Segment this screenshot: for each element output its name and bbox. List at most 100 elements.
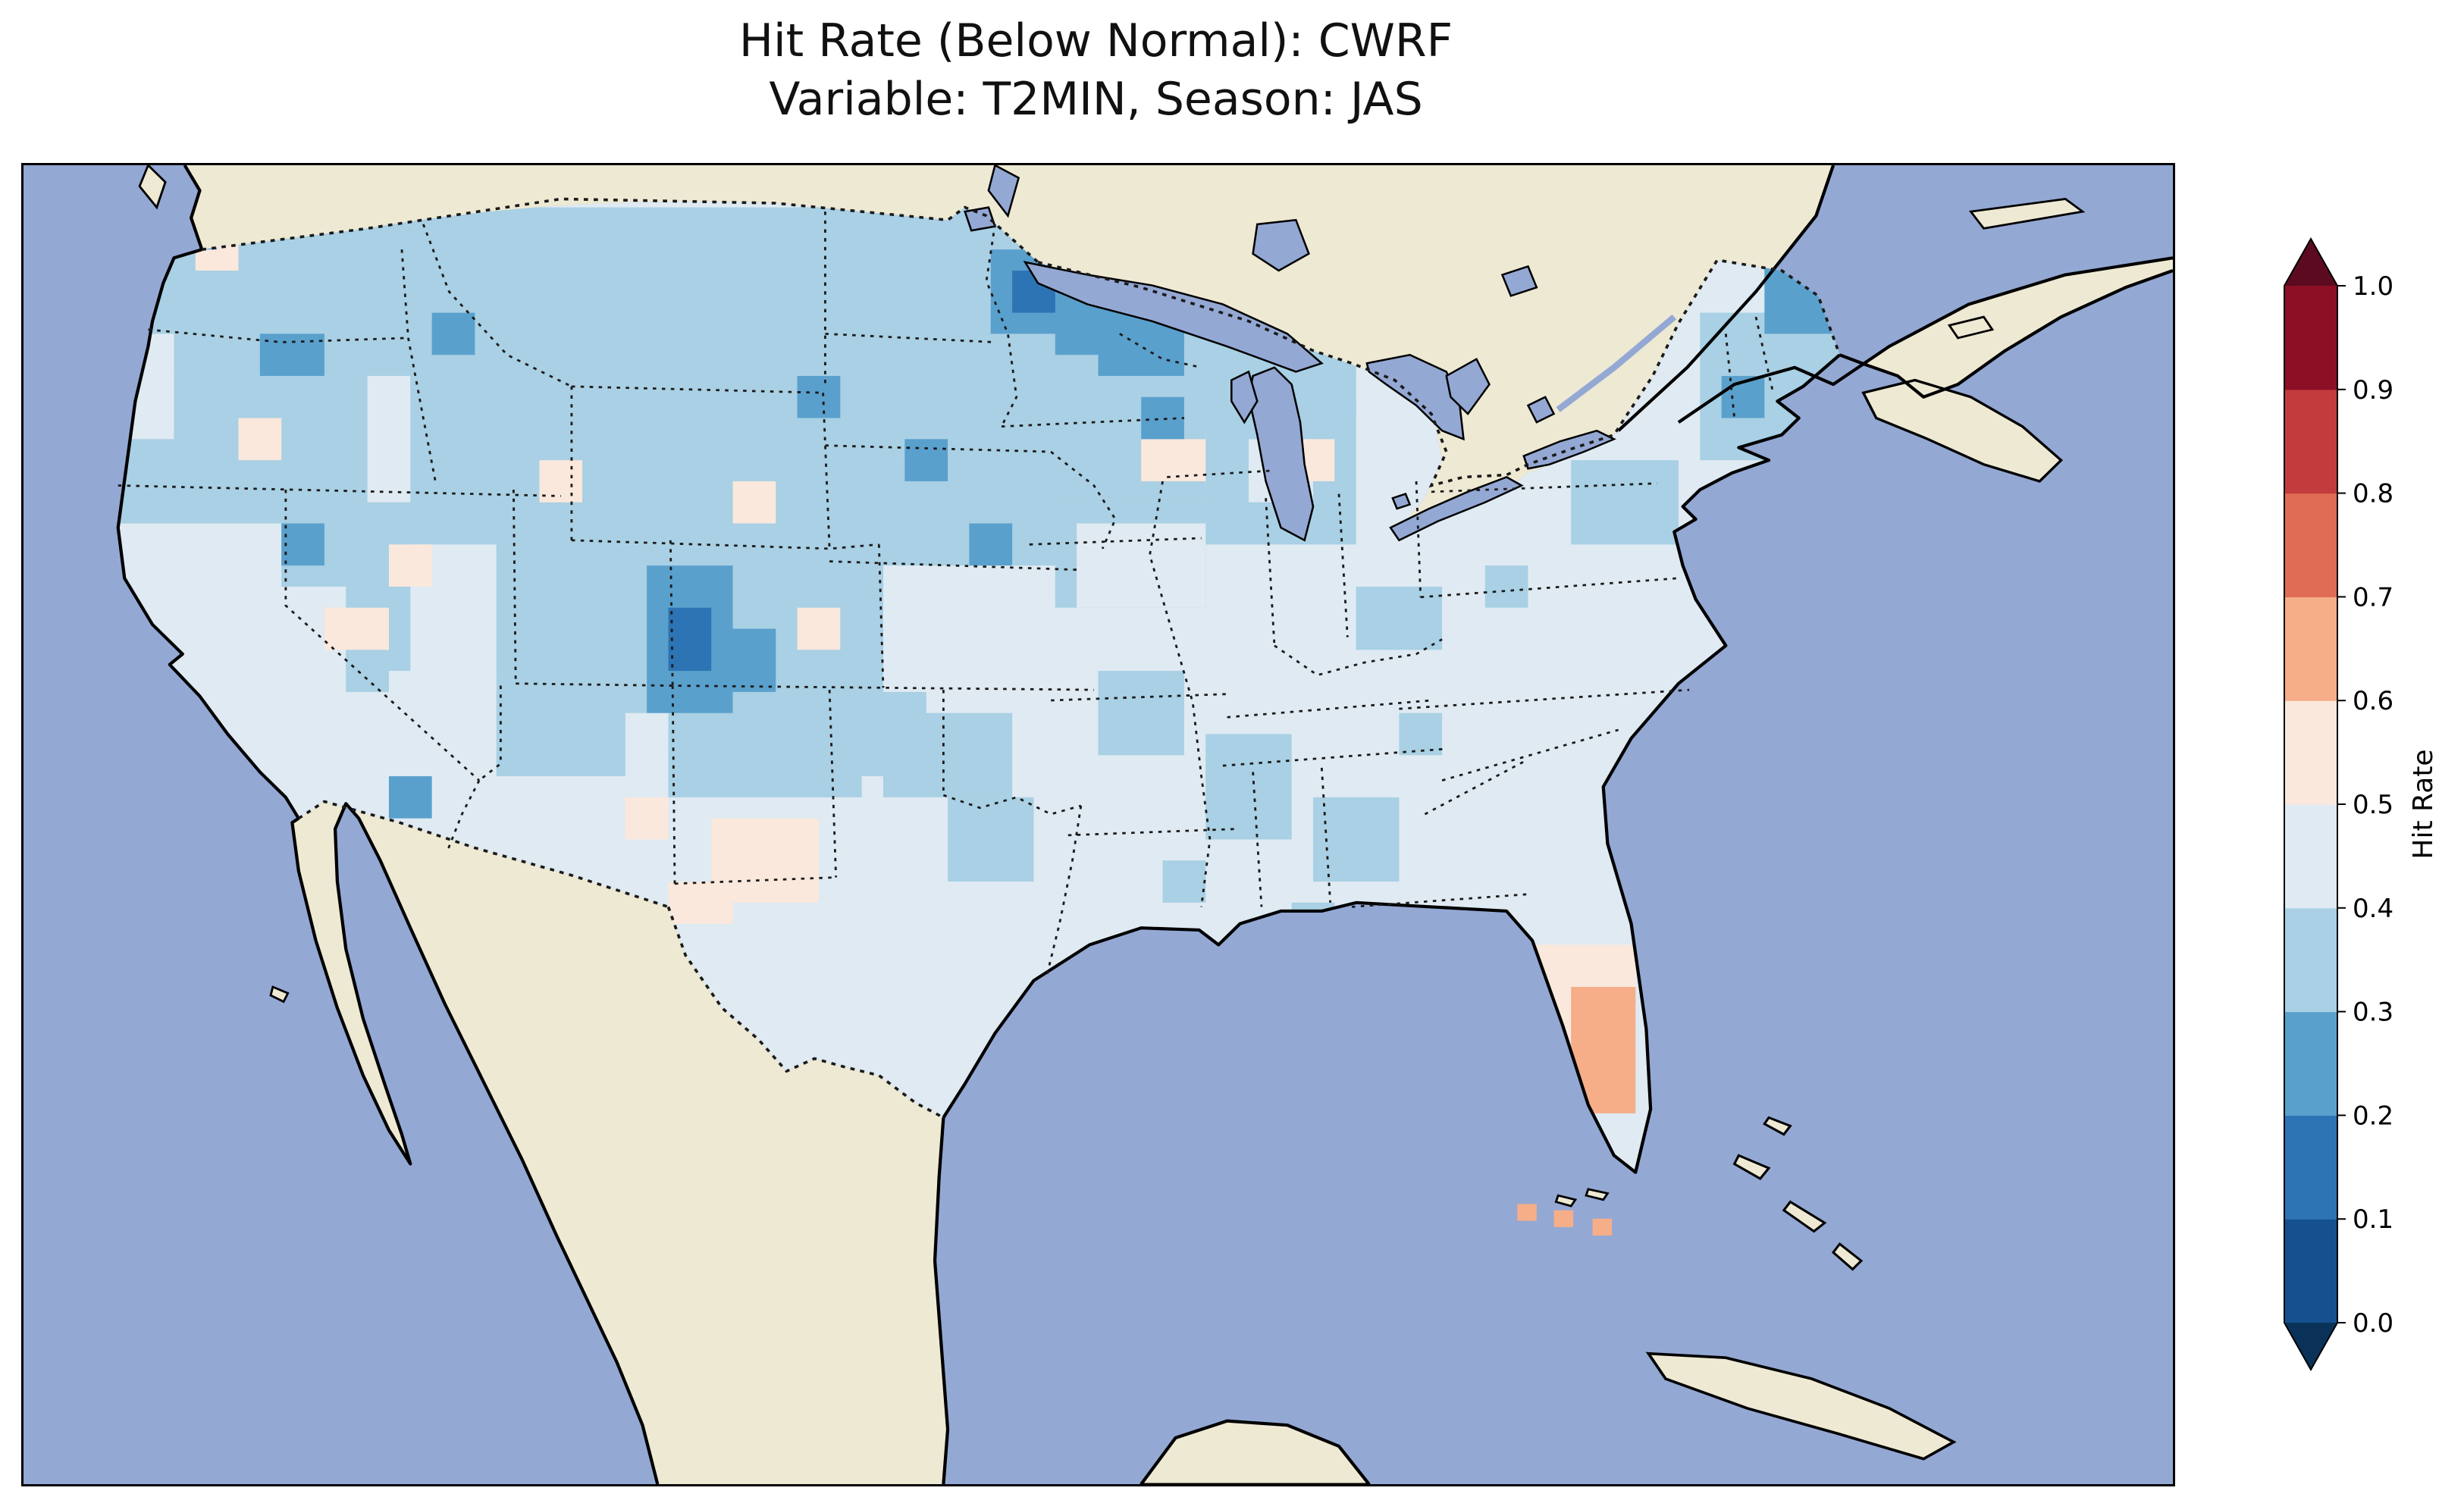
heatmap-cell [388,544,432,587]
colorbar-segment [2284,1011,2337,1116]
bahamas-island [1831,1242,1864,1271]
heatmap-cell [1399,713,1443,756]
lake-stclair [1391,493,1412,510]
us-map-svg [24,165,2173,1484]
colorbar-tick-label: 0.5 [2353,790,2393,820]
lake-greenbay [1230,370,1259,424]
heatmap-cell [1205,734,1292,840]
canada-land [184,165,2173,528]
great-lakes [964,165,1677,542]
heatmap-cell [904,439,948,481]
colorbar-over-arrow [2284,239,2337,286]
heatmap-cell [259,334,324,376]
colorbar-ticks: 0.0 0.1 0.2 0.3 0.4 0.5 0.6 0.7 0.8 0.9 1.0 [2337,271,2393,1339]
lake-superior [1023,261,1324,373]
colorbar: 0.0 0.1 0.2 0.3 0.4 0.5 0.6 0.7 0.8 0.9 1.0 Hit Rat… [2259,227,2464,1410]
colorbar-segment [2284,493,2337,597]
colorbar-segment [2284,700,2337,805]
pei-island [1947,315,1995,340]
heatmap-cell [475,691,625,777]
heatmap-cell [1077,523,1206,608]
figure-title: Hit Rate (Below Normal): CWRF Variable: … [21,12,2171,129]
title-line-1: Hit Rate (Below Normal): CWRF [738,14,1453,67]
bahamas-island [1782,1200,1827,1233]
colorbar-tick-label: 0.0 [2353,1308,2393,1339]
colorbar-tick-label: 0.9 [2353,375,2393,406]
colorbar-tick-label: 0.7 [2353,582,2393,612]
baja-island [269,985,290,1004]
heatmap-cell [410,207,819,397]
heatmap-cell [431,312,475,355]
colorbar-tick-label: 0.1 [2353,1204,2393,1235]
lake-abitibi [1500,265,1538,297]
colorbar-segment [2284,597,2337,701]
lake-huron [1365,353,1465,441]
heatmap-cell [1098,671,1184,756]
colorbar-segment [2284,1115,2337,1220]
lake-erie [1389,475,1524,542]
lake-nipigon [1252,218,1310,272]
colorbar-tick-label: 0.2 [2353,1101,2393,1131]
heatmap-cell [1553,1210,1574,1227]
offshore-cells [1517,1204,1613,1236]
colorbar-segment [2284,907,2337,1013]
colorbar-segments [2284,236,2338,1372]
florida-keys [1554,1194,1578,1207]
islands [138,165,2086,1461]
colorbar-tick-label: 0.8 [2353,479,2393,509]
vancouver-island [138,165,167,210]
ottawa-river [1556,314,1677,412]
heatmap-cell [1571,460,1679,545]
heatmap-cell [1162,860,1206,903]
heatmap-cell [1356,586,1443,650]
lake-lakewoods [964,206,997,232]
heatmap-cell [1141,396,1184,440]
heatmap-cell [238,418,282,461]
bahamas-island [1763,1116,1792,1136]
heatmap-cell [668,882,733,924]
lake-georgian [1445,357,1491,415]
colorbar-segment [2284,804,2337,909]
heatmap-cell [732,628,776,692]
heatmap-cell [948,797,1034,882]
colorbar-svg: 0.0 0.1 0.2 0.3 0.4 0.5 0.6 0.7 0.8 0.9 1.0 Hit Rat… [2284,236,2439,1372]
colorbar-tick-label: 0.4 [2353,894,2393,924]
lake-winnipeg [987,165,1020,218]
heatmap-cell [195,586,346,713]
mexico-land [292,801,948,1484]
colorbar-under-arrow [2284,1323,2337,1370]
colorbar-tick-label: 1.0 [2353,271,2393,302]
map-axes [21,163,2175,1486]
heatmap-cell [969,523,1013,566]
coastlines [116,165,2173,1484]
state-borders [118,211,1775,977]
heatmap-cell [797,607,841,650]
heatmap-cell [797,375,841,418]
title-line-2: Variable: T2MIN, Season: JAS [769,72,1423,126]
colorbar-tick-label: 0.6 [2353,686,2393,716]
colorbar-tick-label: 0.3 [2353,998,2393,1028]
colorbar-axis-label: Hit Rate [2408,749,2439,859]
anticosti-island [1968,198,2086,230]
country-borders [202,197,1842,1119]
heatmap-cell [1484,565,1528,608]
heatmap-cell [668,607,712,672]
heatmap-cell [1517,1204,1537,1221]
bahamas-island [1732,1154,1771,1180]
colorbar-segment [2284,1219,2337,1323]
heatmap-cell [324,607,389,650]
colorbar-segment [2284,389,2337,494]
heatmap-cell [388,776,432,819]
florida-keys [1585,1188,1610,1201]
heatmap-cell [281,523,324,566]
heatmap-cell [1592,1218,1613,1236]
heatmap-cell [410,375,862,545]
heatmap-cell [1141,439,1206,481]
lake-michigan [1247,366,1315,542]
heatmap-cell [732,481,776,524]
cuba [1645,1351,1957,1461]
heatmap-cells [118,207,1840,1113]
heatmap-cell [625,797,669,840]
colorbar-segment [2284,286,2337,390]
